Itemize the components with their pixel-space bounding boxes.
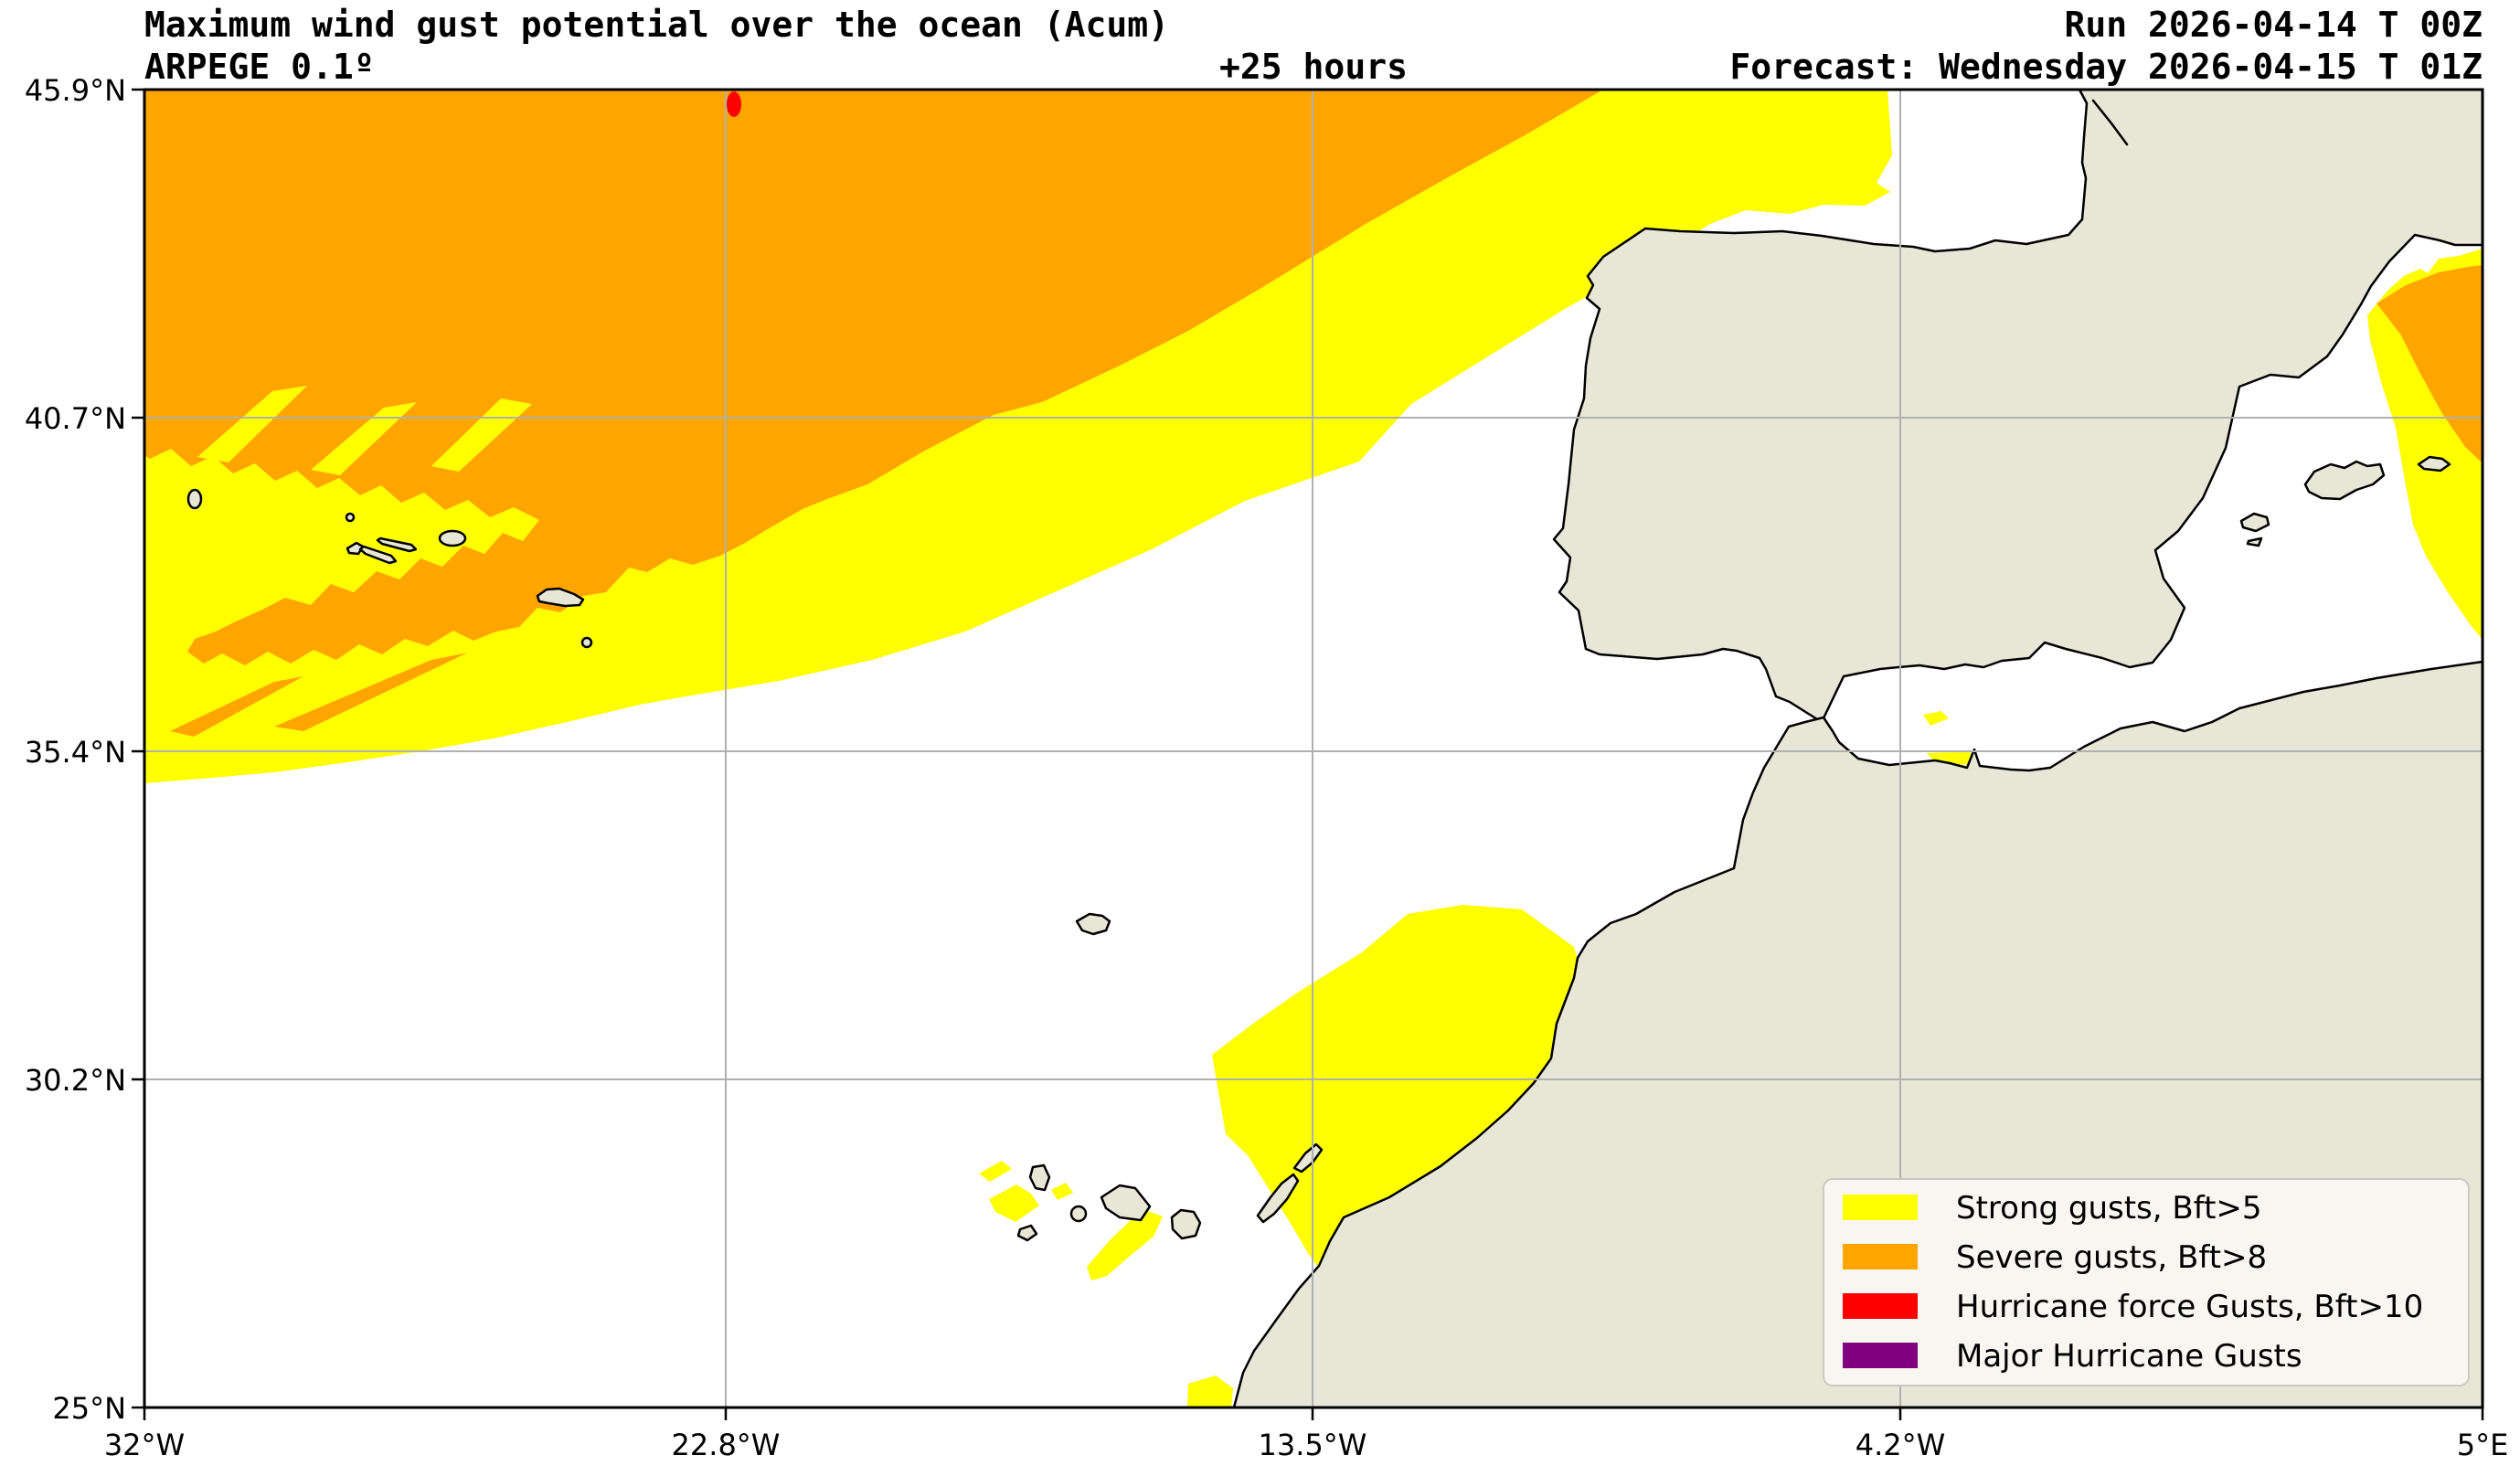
legend-swatch-strong bbox=[1843, 1195, 1918, 1220]
graciosa-island bbox=[345, 512, 356, 523]
madeira-island bbox=[1075, 912, 1111, 936]
strong-gusts-patch-bottom-edge bbox=[1187, 1376, 1233, 1408]
lon-label-5e: 5°E bbox=[2457, 1428, 2509, 1462]
sao-miguel-island bbox=[536, 587, 585, 608]
severe-gusts-streak-2 bbox=[170, 676, 303, 737]
strong-gusts-slit-2 bbox=[311, 402, 417, 475]
legend-label-major-hurricane: Major Hurricane Gusts bbox=[1956, 1338, 2302, 1375]
lon-label-13-5w: 13.5°W bbox=[1259, 1428, 1367, 1462]
model-label: ARPEGE 0.1º bbox=[144, 47, 375, 87]
run-label: Run 2026-04-14 T 00Z bbox=[2064, 5, 2483, 45]
strong-gusts-region-morocco-coast bbox=[1212, 905, 1583, 1272]
forecast-label: Forecast: Wednesday 2026-04-15 T 01Z bbox=[1729, 47, 2483, 87]
legend: Strong gusts, Bft>5 Severe gusts, Bft>8 … bbox=[1823, 1178, 2470, 1386]
iberia-france-landmass bbox=[1552, 88, 2484, 724]
axis-labels: 45.9°N 40.7°N 35.4°N 30.2°N 25°N 32°W 22… bbox=[25, 73, 2508, 1462]
strong-gusts-slit-4 bbox=[1241, 291, 1345, 360]
legend-label-severe: Severe gusts, Bft>8 bbox=[1956, 1239, 2267, 1276]
severe-gusts-layer bbox=[144, 90, 2483, 737]
lon-label-4-2w: 4.2°W bbox=[1855, 1428, 1946, 1462]
gran-canaria-island bbox=[1170, 1208, 1202, 1240]
strong-gusts-patch-alboran-sliver bbox=[1923, 711, 1949, 726]
santa-maria-island bbox=[580, 636, 593, 649]
severe-gusts-streak-1 bbox=[274, 653, 468, 731]
la-palma-island bbox=[1028, 1163, 1051, 1192]
menorca-island bbox=[2417, 455, 2451, 473]
severe-gusts-region-atlantic bbox=[144, 90, 1603, 665]
lat-label-30-2n: 30.2°N bbox=[25, 1063, 126, 1098]
gironde-estuary-line bbox=[2091, 99, 2129, 146]
severe-gusts-region-gulf-of-lion bbox=[2376, 265, 2483, 463]
axis-ticks bbox=[132, 88, 2484, 1420]
lat-label-35-4n: 35.4°N bbox=[25, 735, 126, 770]
legend-swatch-hurricane bbox=[1843, 1293, 1918, 1319]
sao-jorge-island bbox=[376, 536, 418, 553]
pico-island bbox=[358, 545, 398, 565]
el-hierro-island bbox=[1016, 1224, 1038, 1242]
fuerteventura-island bbox=[1256, 1173, 1300, 1224]
hurricane-gust-spot bbox=[727, 91, 741, 117]
legend-swatch-major-hurricane bbox=[1843, 1343, 1918, 1368]
ibiza-island bbox=[2239, 512, 2270, 533]
tenerife-island bbox=[1100, 1184, 1152, 1222]
azores-islands bbox=[186, 488, 593, 649]
map-title: Maximum wind gust potential over the oce… bbox=[144, 5, 1169, 45]
lon-label-32w: 32°W bbox=[104, 1428, 185, 1462]
strong-gusts-patch-canaries-4 bbox=[1087, 1208, 1163, 1280]
legend-swatch-severe bbox=[1843, 1244, 1918, 1269]
strong-gusts-patch-canaries-2 bbox=[989, 1184, 1039, 1222]
canary-islands bbox=[1016, 1142, 1324, 1242]
strong-gusts-slit-1 bbox=[197, 386, 307, 462]
legend-label-strong: Strong gusts, Bft>5 bbox=[1956, 1190, 2262, 1227]
lat-label-25n: 25°N bbox=[52, 1391, 126, 1426]
lat-label-40-7n: 40.7°N bbox=[25, 401, 126, 436]
hurricane-gusts-layer bbox=[727, 91, 741, 117]
strong-gusts-patch-canaries-1 bbox=[979, 1161, 1012, 1182]
lead-time-label: +25 hours bbox=[1219, 47, 1408, 87]
strong-gusts-patch-canaries-3 bbox=[1051, 1183, 1073, 1200]
flores-island bbox=[186, 488, 203, 510]
lon-label-22-8w: 22.8°W bbox=[672, 1428, 781, 1462]
terceira-island bbox=[438, 529, 467, 547]
lat-label-45-9n: 45.9°N bbox=[25, 73, 126, 108]
formentera-island bbox=[2246, 536, 2263, 547]
lanzarote-island bbox=[1292, 1142, 1324, 1174]
mallorca-island bbox=[2303, 460, 2386, 501]
legend-box bbox=[1823, 1178, 2470, 1386]
la-gomera-island bbox=[1069, 1205, 1088, 1223]
legend-label-hurricane: Hurricane force Gusts, Bft>10 bbox=[1956, 1289, 2423, 1325]
header: Maximum wind gust potential over the oce… bbox=[144, 5, 2483, 87]
